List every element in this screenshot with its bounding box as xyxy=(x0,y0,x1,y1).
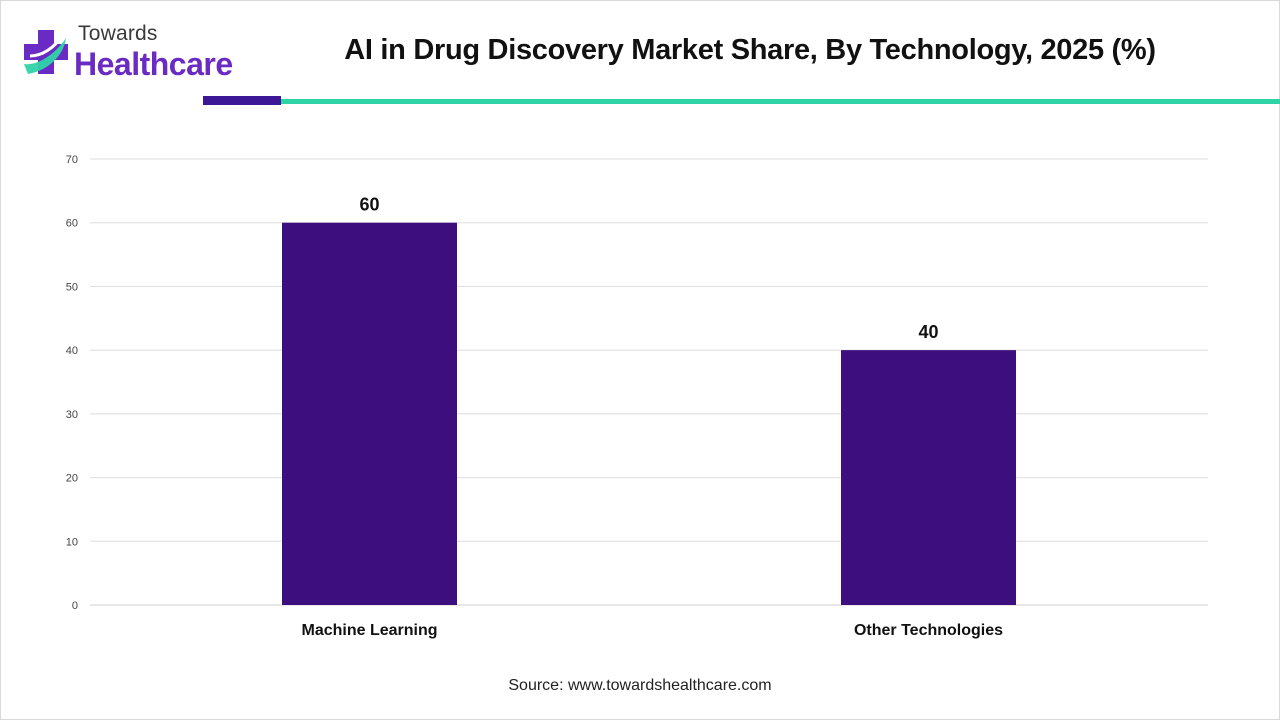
y-tick-label: 0 xyxy=(72,600,78,612)
chart-title: AI in Drug Discovery Market Share, By Te… xyxy=(344,34,1156,66)
data-label: 40 xyxy=(918,322,938,342)
y-tick-label: 30 xyxy=(66,409,78,421)
source-note: Source: www.towardshealthcare.com xyxy=(508,677,772,694)
y-tick-label: 60 xyxy=(66,218,78,230)
bar xyxy=(282,222,457,605)
x-tick-label: Machine Learning xyxy=(301,622,437,639)
y-tick-label: 40 xyxy=(66,345,78,357)
bar xyxy=(841,350,1016,605)
y-tick-label: 50 xyxy=(66,281,78,293)
towards-healthcare-logo: Towards Healthcare xyxy=(20,22,250,84)
y-tick-label: 10 xyxy=(66,536,78,548)
x-tick-label: Other Technologies xyxy=(854,622,1003,639)
header-rule-teal xyxy=(281,99,1280,104)
logo-text-towards: Towards xyxy=(78,22,158,45)
logo-text-healthcare: Healthcare xyxy=(74,46,233,82)
data-label: 60 xyxy=(359,195,379,215)
medical-cross-icon xyxy=(24,30,68,74)
y-tick-label: 20 xyxy=(66,473,78,485)
header-rule-purple xyxy=(203,96,281,105)
y-tick-label: 70 xyxy=(66,154,78,166)
